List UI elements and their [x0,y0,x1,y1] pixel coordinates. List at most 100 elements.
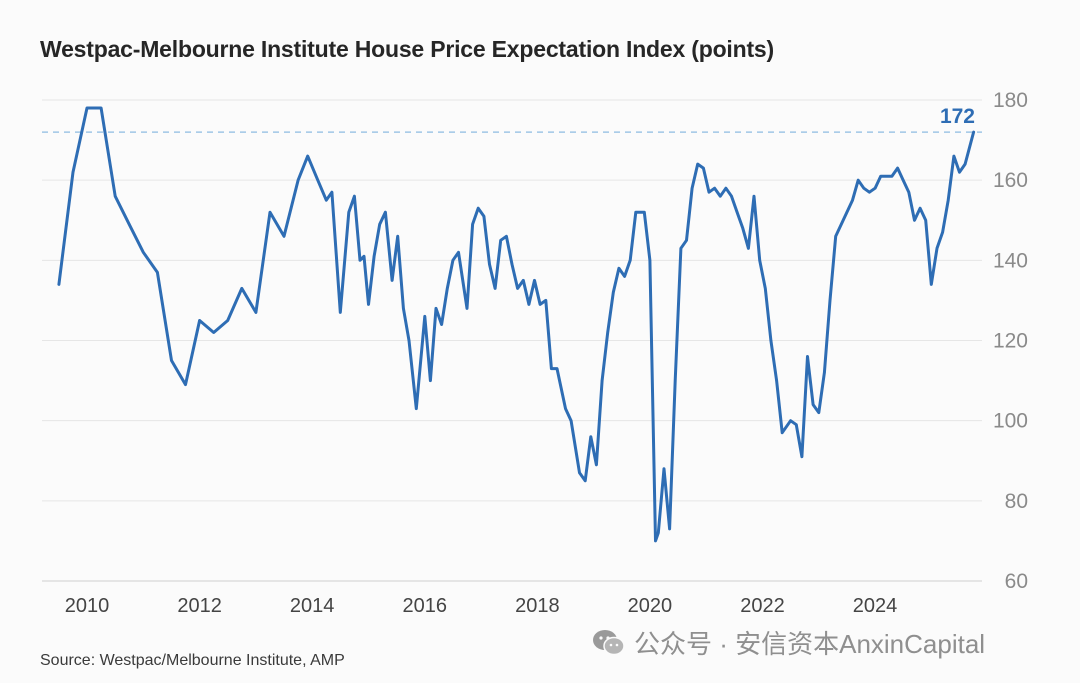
data-point [465,307,469,310]
data-point [907,190,911,194]
data-point [901,178,905,182]
data-point [544,299,547,302]
data-point [780,431,784,434]
y-tick-label: 140 [993,249,1028,272]
data-point [142,251,145,254]
data-point [434,307,438,310]
data-point [57,283,61,286]
data-labels: 172 [940,105,975,128]
x-tick-label: 2022 [740,595,785,617]
watermark-text: 公众号 · 安信资本AnxinCapital [634,629,986,659]
data-point [583,479,587,482]
x-tick-label: 2024 [853,595,898,617]
data-point [845,211,849,214]
data-point [735,211,739,214]
data-point [789,419,792,422]
data-point [510,263,514,266]
data-point [879,174,882,178]
data-point [758,259,761,262]
data-point [800,455,804,458]
y-tick-label: 80 [1005,490,1028,513]
data-point [719,195,722,198]
data-point [538,303,542,306]
gridlines [42,99,982,582]
data-point [862,186,865,190]
data-point [533,279,536,282]
data-point [198,319,201,322]
x-tick-label: 2010 [65,595,110,617]
data-point [402,307,405,310]
data-point [707,190,711,194]
data-point [696,162,699,166]
data-point [396,235,399,238]
data-point [316,178,320,182]
data-point [741,227,744,230]
data-point [282,235,286,238]
data-point [378,223,381,226]
data-point [896,166,899,170]
data-point [493,287,497,290]
data-point [648,259,652,262]
data-point [606,331,609,334]
latest-value-label: 172 [940,105,975,128]
y-axis-tick-labels: 180 160 140 120 100 80 60 [993,89,1028,593]
data-point [629,259,632,262]
data-point [451,259,455,262]
data-point [752,195,756,198]
data-point [226,319,229,322]
data-point [935,247,939,250]
data-point [423,315,426,318]
data-point [868,190,871,194]
data-point [941,231,944,234]
data-point [811,403,815,406]
data-point [654,539,657,543]
data-point [668,527,671,531]
data-point [958,170,961,174]
data-point [595,463,598,466]
data-point [555,367,559,370]
y-tick-label: 160 [993,169,1028,192]
data-point [128,223,131,226]
y-tick-label: 60 [1005,570,1028,593]
data-point [823,371,826,374]
data-point [505,235,508,238]
x-tick-label: 2016 [403,595,448,617]
data-point [817,411,820,414]
data-point [764,287,767,290]
data-point [353,195,356,198]
data-point [268,211,272,214]
x-axis-tick-labels: 2010 2012 2014 2016 2018 2020 2022 2024 [65,595,898,617]
data-point [184,383,187,386]
data-point [170,359,173,362]
data-point [834,235,837,238]
data-point [254,311,258,314]
data-point [769,339,773,342]
data-point [913,219,916,222]
data-point [212,331,215,334]
data-point [415,407,418,410]
data-point [795,423,798,426]
data-point [384,211,387,214]
data-point [446,287,449,290]
x-tick-label: 2020 [628,595,673,617]
data-point [930,283,933,286]
data-point [924,219,927,222]
data-point [617,267,621,270]
data-point [657,531,660,535]
data-point [471,223,474,226]
data-point [623,275,626,278]
data-point [488,263,491,266]
data-point [296,178,300,182]
y-tick-label: 120 [993,330,1028,353]
data-point [347,211,350,214]
data-point [918,207,922,210]
data-point [429,379,432,382]
data-point [856,178,860,182]
data-point [85,106,89,110]
data-point [690,186,694,190]
data-point [947,199,950,202]
data-point [643,211,646,214]
data-point [952,154,956,158]
data-point [851,199,854,202]
series-layer [57,106,976,543]
